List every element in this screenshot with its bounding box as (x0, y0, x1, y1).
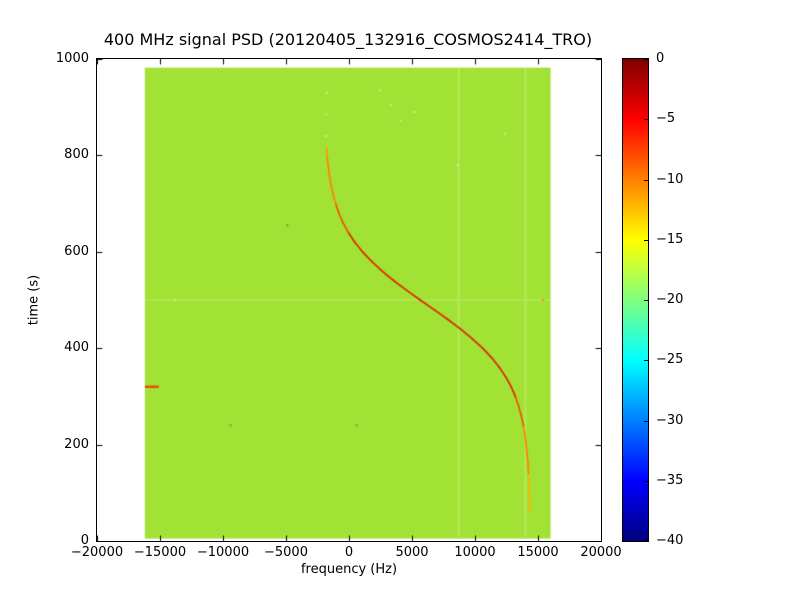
colorbar-tick-label: −20 (656, 292, 684, 307)
y-tick-label: 800 (64, 147, 89, 163)
colorbar-tick-label: −35 (656, 472, 684, 488)
y-tick-label: 400 (64, 340, 89, 356)
colorbar-tick-mark (644, 59, 648, 60)
colorbar-tick-label: −30 (656, 412, 684, 428)
colorbar-gradient (623, 59, 648, 541)
x-tick-label: −10000 (196, 545, 250, 560)
colorbar-tick-mark (644, 540, 648, 541)
colorbar-tick-label: −40 (656, 533, 684, 548)
heatmap-canvas (97, 59, 601, 541)
colorbar-tick-mark (644, 179, 648, 181)
y-tick-label: 0 (80, 533, 89, 548)
colorbar-tick-label: 0 (656, 51, 665, 66)
colorbar-tick-mark (644, 360, 648, 362)
x-tick-label: 20000 (580, 545, 622, 560)
y-tick-label: 200 (64, 436, 89, 452)
colorbar-tick-mark (644, 300, 648, 301)
colorbar-tick-mark (644, 119, 648, 121)
colorbar-tick-label: −5 (656, 111, 676, 127)
x-tick-label: 0 (344, 545, 354, 560)
x-axis-label: frequency (Hz) (300, 562, 398, 577)
y-tick-label: 600 (64, 243, 89, 259)
plot-area: frequency (Hz) time (s) −20000 −15000 −100… (27, 51, 622, 577)
colorbar-tick-label: −10 (656, 171, 684, 187)
y-tick-label: 1000 (55, 51, 89, 66)
colorbar: 0 −5 −10 −15 −20 −25 −30 −35 −40 (622, 51, 683, 548)
x-tick-label: 10000 (454, 545, 496, 560)
x-tick-label: −5000 (264, 545, 308, 560)
colorbar-tick-mark (644, 480, 648, 482)
colorbar-tick-label: −15 (656, 231, 684, 247)
x-tick-label: −15000 (133, 545, 187, 560)
y-axis-label: time (s) (26, 274, 42, 326)
colorbar-tick-mark (644, 239, 648, 241)
x-tick-label: 5000 (395, 545, 429, 560)
x-tick-label: −20000 (70, 545, 124, 560)
colorbar-tick-mark (644, 420, 648, 422)
chart-title: 400 MHz signal PSD (20120405_132916_COSM… (103, 30, 593, 49)
x-tick-label: 15000 (517, 545, 559, 560)
colorbar-tick-label: −25 (656, 352, 684, 368)
